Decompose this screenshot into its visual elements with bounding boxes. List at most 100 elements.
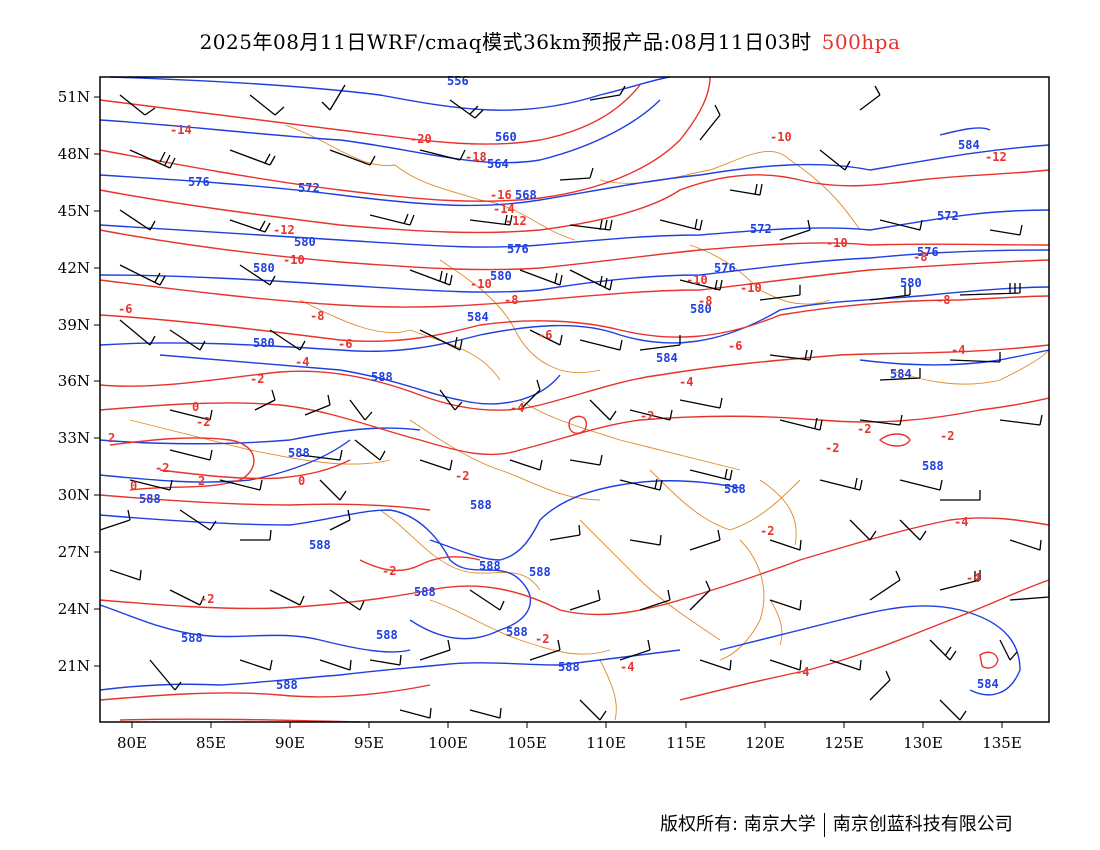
height-contours — [99, 76, 1050, 696]
lat-axis — [94, 96, 100, 667]
lon-tick-label: 130E — [903, 734, 943, 752]
lat-tick-label: 51N — [58, 88, 90, 106]
lon-tick-label: 80E — [117, 734, 147, 752]
lon-tick-label: 100E — [428, 734, 468, 752]
temp-label: -4 — [679, 375, 693, 389]
height-label: 564 — [487, 157, 509, 171]
height-label: 584 — [977, 677, 999, 691]
height-label: 580 — [253, 261, 275, 275]
height-label: 580 — [490, 269, 512, 283]
temp-label: -2 — [382, 564, 396, 578]
temp-label: -10 — [770, 130, 792, 144]
temp-label: -12 — [985, 150, 1007, 164]
copyright-footer: 版权所有: 南京大学 南京创蓝科技有限公司 — [660, 810, 1013, 837]
height-label: 572 — [750, 222, 772, 236]
temp-label: -4 — [966, 571, 980, 585]
temp-label: -2 — [155, 461, 169, 475]
lon-tick-label: 85E — [196, 734, 226, 752]
title-level: 500hpa — [821, 30, 901, 54]
height-label: 556 — [447, 74, 469, 88]
lon-tick-label: 120E — [745, 734, 785, 752]
temp-label: -14 — [493, 202, 515, 216]
lon-tick-label: 105E — [507, 734, 547, 752]
lat-tick-label: 30N — [58, 486, 90, 504]
lat-tick-label: 48N — [58, 145, 90, 163]
height-label: 568 — [515, 188, 537, 202]
temp-label: -4 — [620, 660, 634, 674]
height-label: 588 — [558, 660, 580, 674]
lon-tick-label: 90E — [275, 734, 305, 752]
temp-label: -10 — [470, 277, 492, 291]
height-label: 584 — [890, 367, 912, 381]
temp-label: -10 — [740, 281, 762, 295]
temp-label: -10 — [686, 273, 708, 287]
height-label: 572 — [298, 181, 320, 195]
temp-label: -14 — [170, 123, 192, 137]
temp-label: -2 — [760, 524, 774, 538]
temp-label: -2 — [640, 409, 654, 423]
temp-label: -12 — [273, 223, 295, 237]
height-label: 580 — [900, 276, 922, 290]
temp-label: -2 — [250, 372, 264, 386]
temp-label: -2 — [200, 592, 214, 606]
temp-label: -4 — [954, 515, 968, 529]
temp-label: -20 — [410, 132, 432, 146]
height-label: 588 — [376, 628, 398, 642]
temp-label: -2 — [940, 429, 954, 443]
height-label: 580 — [294, 235, 316, 249]
height-label: 588 — [470, 498, 492, 512]
height-label: 588 — [506, 625, 528, 639]
lon-tick-label: 95E — [354, 734, 384, 752]
lon-tick-label: 110E — [586, 734, 626, 752]
temp-label: -12 — [505, 214, 527, 228]
height-label: 588 — [309, 538, 331, 552]
lat-tick-label: 27N — [58, 543, 90, 561]
lat-tick-label: 36N — [58, 372, 90, 390]
lat-tick-label: 45N — [58, 202, 90, 220]
wind-barbs — [99, 84, 1050, 721]
height-label: 584 — [958, 138, 980, 152]
temp-label: 2 — [108, 431, 115, 445]
lon-labels: 80E 85E 90E 95E 100E 105E 110E 115E 120E… — [117, 734, 1022, 752]
height-label: 588 — [724, 482, 746, 496]
temp-label: -2 — [196, 415, 210, 429]
height-label: 572 — [937, 209, 959, 223]
lat-tick-label: 39N — [58, 316, 90, 334]
height-label: 580 — [253, 336, 275, 350]
temp-label: 2 — [198, 474, 205, 488]
lon-tick-label: 115E — [666, 734, 706, 752]
temp-label: -2 — [825, 441, 839, 455]
height-label: 576 — [714, 261, 736, 275]
height-label: 584 — [656, 351, 678, 365]
height-label: 588 — [139, 492, 161, 506]
temp-label: -16 — [490, 188, 512, 202]
temp-label: -8 — [504, 293, 518, 307]
title-main: 2025年08月11日WRF/cmaq模式36km预报产品:08月11日03时 — [199, 30, 812, 54]
height-label: 588 — [414, 585, 436, 599]
temp-labels: -20 -18 -16 -14 -14 -12 -12 -12 -10 -10 … — [108, 123, 1007, 679]
temp-label: -4 — [795, 665, 809, 679]
temp-label: 0 — [130, 479, 137, 493]
lon-tick-label: 125E — [824, 734, 864, 752]
height-label: 560 — [495, 130, 517, 144]
height-label: 576 — [188, 175, 210, 189]
height-label: 588 — [479, 559, 501, 573]
lat-tick-label: 33N — [58, 429, 90, 447]
temp-label: -6 — [338, 337, 352, 351]
height-label: 580 — [690, 302, 712, 316]
height-label: 588 — [529, 565, 551, 579]
temp-label: 0 — [192, 400, 199, 414]
footer-separator — [823, 813, 825, 837]
height-label: 576 — [917, 245, 939, 259]
lat-tick-label: 42N — [58, 259, 90, 277]
temp-label: -2 — [535, 632, 549, 646]
height-label: 576 — [507, 242, 529, 256]
height-label: 588 — [288, 446, 310, 460]
height-label: 588 — [181, 631, 203, 645]
temp-label: -2 — [857, 422, 871, 436]
temp-label: -2 — [455, 469, 469, 483]
lat-tick-label: 24N — [58, 600, 90, 618]
temp-label: -10 — [826, 236, 848, 250]
temp-label: -6 — [118, 302, 132, 316]
